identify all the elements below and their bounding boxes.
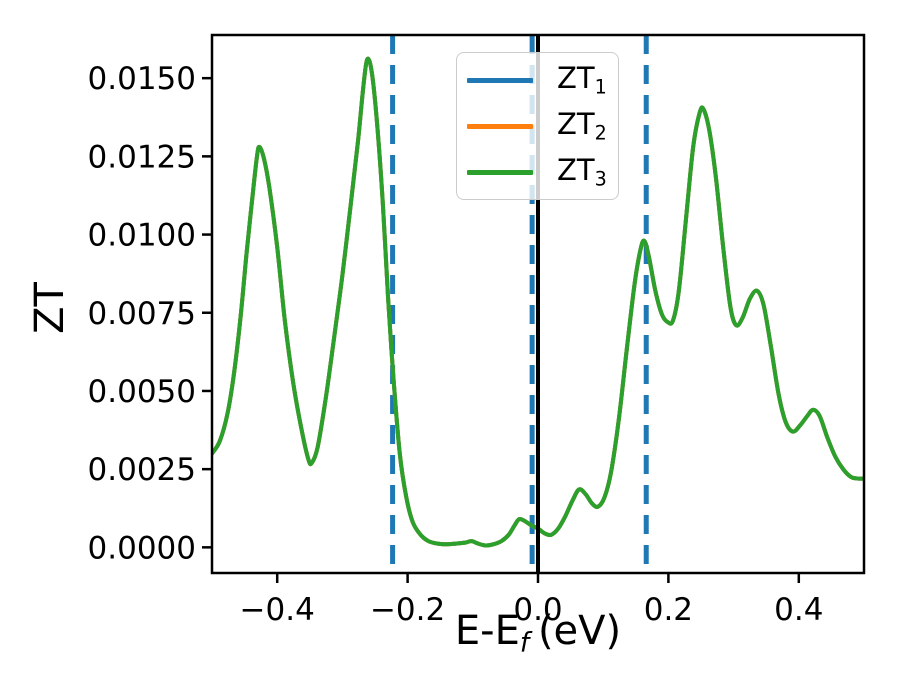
legend-label-sub: 3	[594, 167, 607, 191]
legend-line-sample-zt1	[467, 77, 533, 83]
y-tick-label: 0.0150	[88, 61, 196, 97]
legend-label-zt2: ZT2	[557, 106, 607, 145]
legend-entry-zt1: ZT1	[457, 58, 618, 102]
legend-line-sample-zt3	[467, 169, 533, 175]
legend-label-text: ZT	[557, 60, 595, 95]
y-tick-label: 0.0025	[88, 452, 196, 488]
legend-entry-zt2: ZT2	[457, 104, 618, 148]
y-axis-label: ZT	[27, 282, 73, 334]
y-tick-label: 0.0000	[88, 530, 196, 566]
x-tick-label: −0.2	[370, 592, 445, 628]
legend-label-text: ZT	[557, 106, 595, 141]
x-axis-label-prefix: E-E	[454, 608, 520, 654]
x-axis-label-suffix: (eV)	[537, 608, 622, 654]
y-tick-label: 0.0125	[88, 139, 196, 175]
x-tick-label: 0.2	[644, 592, 693, 628]
legend-label-text: ZT	[557, 152, 595, 187]
y-tick-label: 0.0075	[88, 296, 196, 332]
x-tick-label: −0.4	[240, 592, 315, 628]
legend: ZT1 ZT2 ZT3	[456, 52, 619, 200]
y-tick-label: 0.0050	[88, 374, 196, 410]
x-axis-label-subscript: f	[519, 627, 530, 659]
legend-label-zt3: ZT3	[557, 152, 607, 191]
x-tick-label: 0.4	[774, 592, 823, 628]
x-axis-label: E-Ef (eV)	[212, 608, 864, 658]
legend-line-sample-zt2	[467, 123, 533, 129]
legend-entry-zt3: ZT3	[457, 150, 618, 194]
y-tick-label: 0.0100	[88, 218, 196, 254]
x-tick-label: 0.0	[513, 592, 562, 628]
legend-label-zt1: ZT1	[557, 60, 607, 99]
legend-label-sub: 1	[594, 75, 607, 99]
legend-label-sub: 2	[594, 121, 607, 145]
